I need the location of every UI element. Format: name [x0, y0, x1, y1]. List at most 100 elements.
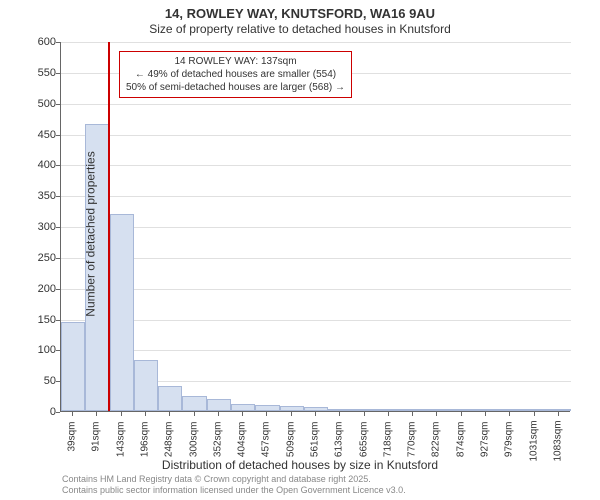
y-tick-label: 500 [16, 98, 56, 110]
histogram-bar [498, 409, 522, 411]
grid-line [61, 135, 571, 136]
x-tick-label: 561sqm [310, 422, 321, 462]
grid-line [61, 104, 571, 105]
histogram-bar [158, 386, 182, 411]
histogram-bar [110, 214, 134, 411]
x-tick-label: 874sqm [455, 422, 466, 462]
y-tick-mark [56, 350, 60, 351]
x-tick-mark [242, 412, 243, 416]
x-tick-label: 143sqm [115, 422, 126, 462]
histogram-bar [134, 360, 158, 411]
annotation-line2: ← 49% of detached houses are smaller (55… [126, 68, 345, 81]
y-tick-mark [56, 412, 60, 413]
histogram-bar [328, 409, 352, 411]
histogram-bar [207, 399, 231, 411]
annotation-line1: 14 ROWLEY WAY: 137sqm [126, 55, 345, 68]
y-tick-label: 100 [16, 344, 56, 356]
property-marker-line [108, 42, 110, 411]
grid-line [61, 42, 571, 43]
y-tick-mark [56, 165, 60, 166]
histogram-bar [61, 322, 85, 411]
y-tick-label: 50 [16, 375, 56, 387]
x-tick-label: 457sqm [261, 422, 272, 462]
grid-line [61, 196, 571, 197]
histogram-bar [231, 404, 255, 411]
y-tick-label: 400 [16, 159, 56, 171]
y-tick-label: 550 [16, 67, 56, 79]
histogram-bar [377, 409, 401, 411]
x-tick-mark [388, 412, 389, 416]
x-tick-label: 979sqm [504, 422, 515, 462]
x-tick-label: 352sqm [212, 422, 223, 462]
y-tick-label: 300 [16, 221, 56, 233]
histogram-bar [401, 409, 425, 411]
histogram-bar [304, 407, 328, 411]
footer-attribution-1: Contains HM Land Registry data © Crown c… [62, 474, 371, 484]
grid-line [61, 165, 571, 166]
annotation-line3: 50% of semi-detached houses are larger (… [126, 81, 345, 94]
grid-line [61, 258, 571, 259]
y-tick-label: 450 [16, 129, 56, 141]
y-tick-mark [56, 73, 60, 74]
x-tick-mark [364, 412, 365, 416]
y-tick-mark [56, 104, 60, 105]
y-tick-mark [56, 196, 60, 197]
x-tick-label: 404sqm [237, 422, 248, 462]
x-tick-label: 509sqm [285, 422, 296, 462]
y-axis-label: Number of detached properties [84, 151, 98, 316]
histogram-bar [474, 409, 498, 411]
histogram-bar [280, 406, 304, 411]
x-tick-mark [96, 412, 97, 416]
y-tick-label: 0 [16, 406, 56, 418]
y-tick-label: 600 [16, 36, 56, 48]
chart-container: 14, ROWLEY WAY, KNUTSFORD, WA16 9AU Size… [0, 0, 600, 500]
x-tick-mark [291, 412, 292, 416]
y-tick-mark [56, 289, 60, 290]
x-tick-mark [436, 412, 437, 416]
y-tick-label: 350 [16, 190, 56, 202]
x-tick-label: 718sqm [382, 422, 393, 462]
y-tick-mark [56, 258, 60, 259]
grid-line [61, 227, 571, 228]
x-tick-label: 248sqm [164, 422, 175, 462]
grid-line [61, 289, 571, 290]
x-tick-label: 196sqm [140, 422, 151, 462]
x-tick-mark [145, 412, 146, 416]
histogram-bar [255, 405, 279, 411]
y-tick-mark [56, 381, 60, 382]
x-tick-mark [534, 412, 535, 416]
x-tick-label: 91sqm [91, 422, 102, 462]
x-tick-label: 665sqm [358, 422, 369, 462]
x-tick-label: 300sqm [188, 422, 199, 462]
x-tick-mark [169, 412, 170, 416]
y-tick-mark [56, 227, 60, 228]
x-tick-label: 39sqm [67, 422, 78, 462]
y-tick-label: 200 [16, 283, 56, 295]
x-tick-mark [121, 412, 122, 416]
x-tick-mark [461, 412, 462, 416]
histogram-bar [522, 409, 546, 411]
annotation-box: 14 ROWLEY WAY: 137sqm← 49% of detached h… [119, 51, 352, 98]
histogram-bar [450, 409, 474, 411]
histogram-bar [352, 409, 376, 411]
y-tick-mark [56, 320, 60, 321]
y-tick-label: 250 [16, 252, 56, 264]
x-tick-mark [412, 412, 413, 416]
x-tick-mark [558, 412, 559, 416]
x-tick-label: 770sqm [407, 422, 418, 462]
x-tick-mark [194, 412, 195, 416]
x-tick-mark [339, 412, 340, 416]
x-tick-mark [218, 412, 219, 416]
x-tick-label: 927sqm [480, 422, 491, 462]
x-tick-mark [485, 412, 486, 416]
y-tick-mark [56, 135, 60, 136]
x-tick-label: 822sqm [431, 422, 442, 462]
chart-title-subtitle: Size of property relative to detached ho… [0, 22, 600, 36]
x-tick-label: 613sqm [334, 422, 345, 462]
x-tick-mark [315, 412, 316, 416]
histogram-bar [182, 396, 206, 411]
chart-title-address: 14, ROWLEY WAY, KNUTSFORD, WA16 9AU [0, 6, 600, 21]
grid-line [61, 320, 571, 321]
x-tick-mark [509, 412, 510, 416]
footer-attribution-2: Contains public sector information licen… [62, 485, 406, 495]
